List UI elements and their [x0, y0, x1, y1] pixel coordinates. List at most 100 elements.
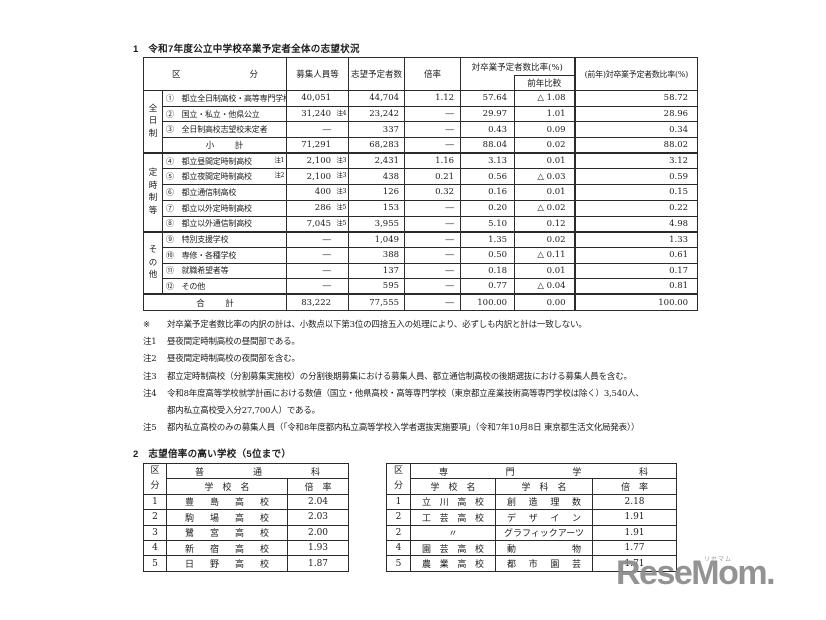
cell-pct: 0.50 [460, 246, 516, 264]
cell-applicants: 388 [348, 246, 406, 264]
cell-yoy-diff: 0.02 [514, 230, 576, 248]
cell-prev-pct: 88.02 [573, 137, 699, 154]
cell-label: ⑪ 就職希望者等 [161, 262, 288, 280]
cell-yoy-diff: 0.02 [514, 137, 576, 154]
cell-label: ⑨ 特別支援学校 [161, 230, 288, 248]
cell-prev-pct: 0.34 [573, 121, 699, 139]
header-pct: 対卒業予定者数比率(%) [460, 57, 576, 76]
cell-ratio: 2.03 [286, 509, 350, 526]
cell-pct: 0.20 [460, 199, 516, 217]
note-line: 都内私立高校受入分27,700人）である。 [143, 404, 743, 421]
cell-pct: 0.18 [460, 262, 516, 280]
cell-pct: 0.77 [460, 278, 516, 295]
cell-applicants: 337 [348, 121, 406, 139]
cell-recruit: ― [286, 230, 350, 248]
cell-ratio: ― [404, 105, 462, 123]
cell-prev-pct: 3.12 [573, 152, 699, 170]
cell-ratio: 0.32 [404, 184, 462, 201]
cell-recruit: 83,222 [286, 293, 350, 311]
group-cell: そ の 他 [143, 230, 163, 295]
cell-yoy-diff: 0.12 [514, 215, 576, 233]
cell-prev-pct: 0.15 [573, 184, 699, 201]
resemom-logo-kana: リセマム [704, 557, 733, 563]
cell-recruit: 31,240 注4 [286, 105, 350, 123]
cell-ratio: 1.71 [591, 555, 678, 572]
cell-label: ⑫ その他 [161, 278, 288, 295]
table-row: 4 園芸高校 動物 1.77 [386, 539, 678, 557]
cell-prev-pct: 28.96 [573, 105, 699, 123]
cell-recruit: ― [286, 262, 350, 280]
cell-label: 小 計 [161, 137, 288, 154]
table-row: ⑤ 都立夜間定時制高校 注2 2,100 注3 438 0.21 0.56 △ 0.03 0.5… [144, 168, 699, 186]
table-row: ⑥ 都立通信制高校 400 注3 126 0.32 0.16 0.01 0.15 [144, 184, 699, 201]
table-row: 2 駒場高校 2.03 [143, 509, 350, 526]
table-row: 小 計 71,291 68,283 ― 88.04 0.02 88.02 [144, 137, 699, 154]
cell-yoy-diff: 0.09 [514, 121, 576, 139]
table-row: ⑧ 都立以外通信制高校 7,045 注5 3,955 ― 5.10 0.12 4.98 [144, 215, 699, 233]
cell-yoy-diff: 0.01 [514, 184, 576, 201]
cell-rank: 5 [386, 555, 411, 572]
cell-pct: 100.00 [460, 293, 516, 311]
cell-prev-pct: 1.33 [573, 230, 699, 248]
footnote-marker: 注3 [336, 156, 347, 165]
note-line: 注3 都立定時制高校（分割募集実施校）の分割後期募集における募集人員、都立通信制高… [143, 370, 743, 387]
cell-school-name: 鷺宮高校 [166, 524, 288, 541]
footnote-marker: 注3 [336, 187, 347, 196]
header-yoy: 前年比較 [514, 75, 576, 91]
note-tag: 注5 [143, 423, 157, 434]
cell-ratio: ― [404, 262, 462, 280]
footnote-marker: 注4 [336, 108, 347, 117]
note-tag: ※ [143, 320, 150, 330]
cell-applicants: 137 [348, 262, 406, 280]
cell-ratio: 2.04 [286, 493, 350, 511]
cell-yoy-diff: 1.01 [514, 105, 576, 123]
cell-label: ③ 全日制高校志望校未定者 [161, 121, 288, 139]
cell-recruit: ― [286, 246, 350, 264]
cell-label: ⑥ 都立通信制高校 [161, 184, 288, 201]
cell-applicants: 77,555 [348, 293, 406, 311]
ranking-table-specialized: 区 分 専 門 学 科 学 校 名 学 科 名 倍 率 1 立川高校 創造理数 2.1… [386, 462, 678, 572]
cell-ratio: 1.91 [591, 524, 678, 541]
table-row: ⑩ 専修・各種学校 ― 388 ― 0.50 △ 0.11 0.61 [144, 246, 699, 264]
cell-school-name: 駒場高校 [166, 509, 288, 526]
cell-applicants: 1,049 [348, 230, 406, 248]
summary-table: 区 分 募集人員等 志望予定者数 倍率 対卒業予定者数比率(%) (前年)対卒業… [142, 57, 699, 311]
cell-recruit: 7,045 注5 [286, 215, 350, 233]
cell-recruit: 71,291 [286, 137, 350, 154]
cell-dept-name: デザイン [495, 509, 593, 526]
cell-applicants: 44,704 [348, 90, 406, 107]
note-text: 令和8年度高等学校就学計画における数値（国立・他県高校・高等専門学校（東京都立産… [167, 388, 644, 399]
header-row: 区 分 専 門 学 科 [386, 462, 678, 495]
table-row: 5 農業高校 都市園芸 1.71 [386, 555, 678, 572]
cell-dept-name: グラフィックアーツ [495, 524, 593, 541]
cell-ratio: 0.21 [404, 168, 462, 186]
cell-recruit: 2,100 注3 [286, 152, 350, 170]
cell-yoy-diff: 0.00 [514, 293, 576, 311]
group-cell: 全 日 制 [143, 90, 163, 154]
note-text: 昼夜間定時制高校の夜間部を含む。 [167, 354, 300, 365]
table-row: 1 豊島高校 2.04 [143, 493, 350, 511]
header-row: 区 分 普 通 科 [143, 462, 350, 495]
cell-pct: 1.35 [460, 230, 516, 248]
cell-prev-pct: 58.72 [573, 90, 699, 107]
cell-prev-pct: 0.81 [573, 278, 699, 295]
cell-rank: 1 [143, 493, 167, 511]
header-applicants: 志望予定者数 [348, 57, 406, 91]
cell-ratio: ― [404, 230, 462, 248]
note-tag: 注2 [143, 354, 157, 365]
note-line: ※ 対卒業予定者数比率の内訳の計は、小数点以下第3位の四捨五入の処理により、必ずし… [143, 318, 743, 335]
header-general-course: 普 通 科 [165, 462, 350, 480]
cell-yoy-diff: △ 0.11 [514, 246, 576, 264]
table-row: ⑫ その他 ― 595 ― 0.77 △ 0.04 0.81 [144, 278, 699, 295]
cell-prev-pct: 0.22 [573, 199, 699, 217]
cell-yoy-diff: 0.01 [514, 262, 576, 280]
table-row: ③ 全日制高校志望校未定者 ― 337 ― 0.43 0.09 0.34 [144, 121, 699, 139]
cell-applicants: 595 [348, 278, 406, 295]
cell-school-name: 豊島高校 [166, 493, 288, 511]
header-ratio: 倍 率 [591, 478, 678, 495]
footnotes: ※ 対卒業予定者数比率の内訳の計は、小数点以下第3位の四捨五入の処理により、必ずし… [143, 318, 743, 438]
table-row: ⑪ 就職希望者等 ― 137 ― 0.18 0.01 0.17 [144, 262, 699, 280]
cell-prev-pct: 0.61 [573, 246, 699, 264]
